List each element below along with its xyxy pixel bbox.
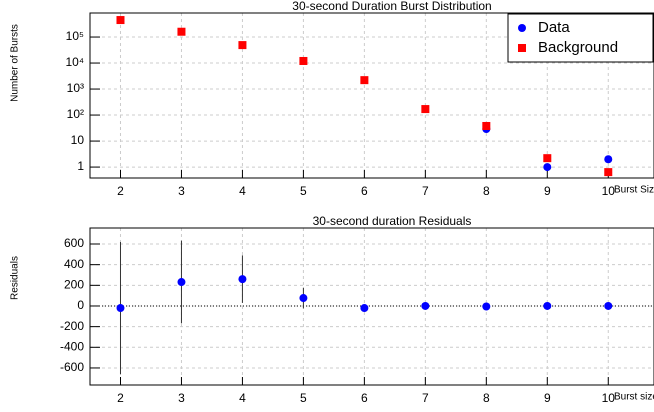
marker: [299, 56, 308, 65]
legend-box: [507, 13, 654, 63]
x-tick-label: 3: [178, 391, 185, 405]
marker: [116, 16, 125, 25]
y-tick-label: 600: [64, 236, 84, 250]
x-tick-label: 10: [602, 184, 616, 198]
marker: [299, 294, 308, 303]
x-tick-label: 5: [300, 391, 307, 405]
marker: [421, 105, 430, 114]
legend-label: Background: [538, 39, 618, 56]
marker: [482, 302, 491, 311]
y-tick-label: 10³: [67, 81, 84, 95]
marker: [177, 27, 186, 36]
y-tick-label: -600: [60, 360, 84, 374]
y-tick-label: 10⁵: [66, 29, 84, 43]
y-axis-label: Number of Bursts: [10, 24, 21, 102]
x-tick-label: 8: [483, 184, 490, 198]
legend-label: Data: [538, 19, 570, 36]
x-tick-label: 4: [239, 184, 246, 198]
y-axis-label: Residuals: [10, 256, 21, 300]
marker: [360, 76, 369, 85]
marker: [238, 41, 247, 50]
y-tick-label: 10²: [67, 107, 84, 121]
x-tick-label: 6: [361, 184, 368, 198]
legend-marker: [518, 24, 526, 32]
y-tick-label: -400: [60, 339, 84, 353]
marker: [543, 163, 552, 172]
x-tick-label: 2: [117, 184, 124, 198]
x-tick-label: 4: [239, 391, 246, 405]
marker: [543, 154, 552, 163]
chart-title: 30-second Duration Burst Distribution: [292, 0, 491, 13]
x-tick-label: 9: [544, 184, 551, 198]
marker: [360, 304, 369, 313]
x-tick-label: 2: [117, 391, 124, 405]
y-tick-label: 1: [77, 159, 84, 173]
x-tick-label: 10: [602, 391, 616, 405]
marker: [116, 304, 125, 313]
x-tick-label: 8: [483, 391, 490, 405]
plot-frame: [89, 227, 654, 386]
marker: [604, 168, 613, 177]
plot-frame: [89, 12, 654, 179]
x-tick-label: 7: [422, 184, 429, 198]
y-tick-label: 10⁴: [65, 55, 84, 69]
marker: [177, 278, 186, 287]
x-tick-label: 9: [544, 391, 551, 405]
x-tick-label: 5: [300, 184, 307, 198]
chart-title: 30-second duration Residuals: [313, 214, 472, 228]
marker: [421, 301, 430, 310]
marker: [604, 301, 613, 310]
y-tick-label: -200: [60, 319, 84, 333]
y-tick-label: 0: [77, 298, 84, 312]
y-tick-label: 10: [71, 133, 85, 147]
x-tick-label: 7: [422, 391, 429, 405]
legend-marker: [518, 44, 526, 52]
marker: [543, 301, 552, 310]
marker: [238, 275, 247, 284]
x-axis-label: Burst size: [614, 392, 654, 403]
marker: [604, 155, 613, 164]
x-axis-label: Burst Size: [614, 185, 654, 196]
x-tick-label: 3: [178, 184, 185, 198]
x-tick-label: 6: [361, 391, 368, 405]
marker: [482, 121, 491, 130]
y-tick-label: 200: [64, 277, 84, 291]
y-tick-label: 400: [64, 257, 84, 271]
